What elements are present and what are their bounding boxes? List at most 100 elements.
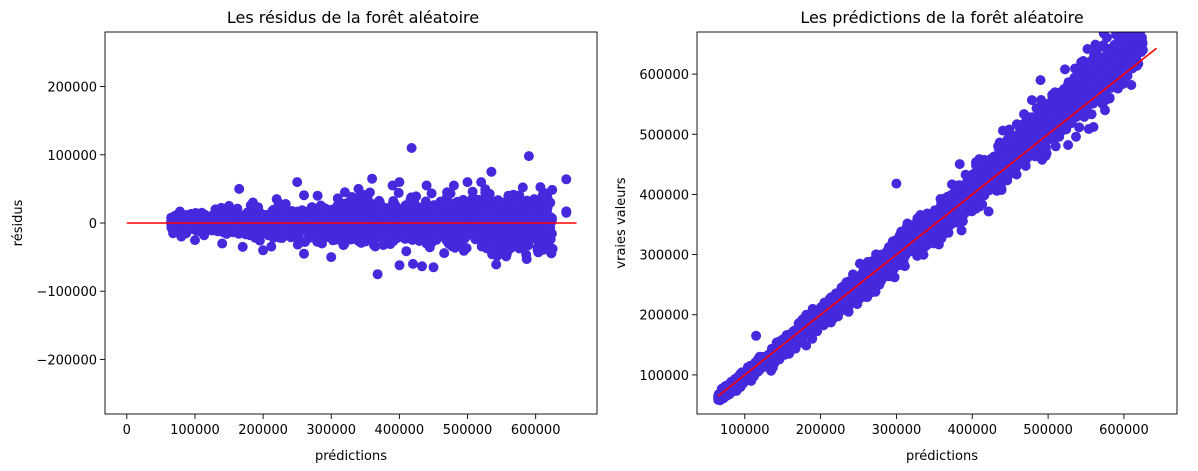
residuals-cloud-point [467,186,478,197]
residuals-cloud-point [417,234,428,245]
residuals-point [247,197,258,208]
residuals-title: Les résidus de la forêt aléatoire [227,8,479,27]
residuals-cloud-point [466,194,477,205]
residuals-cloud-point [217,213,228,224]
residuals-cloud-point [375,209,386,220]
residuals-cloud-point [254,234,265,245]
residuals-cloud-point [334,235,345,245]
residuals-point [196,207,207,218]
residuals-cloud-point [375,200,386,211]
residuals-point [483,224,493,235]
residuals-cloud-point [361,234,372,245]
residuals-point [408,258,418,269]
residuals-cloud-point [517,213,528,224]
residuals-cloud-point [394,260,405,271]
residuals-cloud-point [426,188,437,199]
predictions-plot-area [696,31,1178,415]
predictions-cloud-point [1088,122,1099,132]
residuals-cloud-point [413,221,424,232]
residuals-point [237,241,248,252]
residuals-cloud-point [332,200,343,211]
residuals-cloud-point [351,233,361,244]
residuals-cloud-point [505,226,516,237]
residuals-cloud-point [459,205,470,216]
residuals-point [367,173,378,184]
residuals-point [258,245,269,256]
residuals-cloud-point [320,207,331,218]
residuals-point [530,197,541,208]
residuals-cloud-point [266,215,277,226]
residuals-x-tick-label: 400000 [375,423,425,438]
residuals-point [326,252,337,263]
residuals-cloud-point [299,190,309,201]
predictions-cloud-point [854,258,865,269]
residuals-point [486,166,497,177]
predictions-cloud-point [901,223,912,234]
residuals-cloud-point [411,191,422,202]
residuals-cloud-point [429,231,440,242]
residuals-cloud-point [352,211,363,221]
residuals-point [312,190,323,201]
residuals-cloud-point [424,242,435,253]
residuals-x-tick-label: 600000 [511,423,561,438]
predictions-cloud-point [1101,32,1112,43]
residuals-cloud-point [521,249,532,260]
predictions-cloud-point [1082,44,1093,54]
predictions-cloud-point [1071,131,1081,142]
residuals-cloud-point [417,261,427,272]
residuals-cloud-point [538,239,549,250]
residuals-cloud-point [517,182,528,193]
residuals-cloud-point [480,195,491,206]
residuals-point [503,190,514,201]
residuals-point [176,231,187,242]
residuals-cloud-point [458,243,469,254]
residuals-cloud-point [537,232,548,243]
residuals-cloud-point [416,213,427,224]
predictions-cloud-point [1066,118,1077,128]
residuals-cloud-point [528,210,539,221]
predictions-cloud-point [1060,64,1070,75]
residuals-point [540,222,551,233]
predictions-cloud-point [1126,80,1137,90]
residuals-point [183,221,194,232]
residuals-point [234,183,245,194]
predictions-cloud-point [1086,109,1097,120]
residuals-point [372,269,383,280]
residuals-point [299,248,309,259]
residuals-point [406,143,417,153]
residuals-cloud-point [323,216,334,227]
residuals-plot-area [104,31,598,415]
residuals-cloud-point [386,224,397,235]
predictions-cloud-point [1021,111,1032,122]
residuals-point [339,187,350,198]
residuals-cloud-point [291,216,302,226]
residuals-point [203,224,214,235]
residuals-cloud-point [513,224,524,235]
residuals-point [210,204,221,215]
residuals-cloud-point [401,246,412,257]
residuals-point [292,177,303,188]
predictions-cloud-point [1026,95,1037,106]
residuals-cloud-point [528,226,539,237]
residuals-cloud-point [266,241,277,252]
residuals-point [186,211,197,222]
predictions-cloud-point [1036,98,1047,109]
residuals-cloud-point [399,211,410,221]
residuals-cloud-point [387,202,398,213]
residuals-x-tick-label: 200000 [238,423,288,438]
residuals-x-axis-label: prédictions [315,449,387,464]
residuals-cloud-point [539,209,550,220]
residuals-cloud-point [268,232,279,243]
residuals-cloud-point [417,203,427,214]
residuals-point [448,180,459,191]
residuals-x-tick-label: 500000 [443,423,493,438]
residuals-cloud-point [426,209,437,220]
residuals-cloud-point [409,214,419,225]
residuals-point [513,200,524,211]
predictions-cloud-point [983,206,994,217]
residuals-cloud-point [343,213,354,224]
residuals-cloud-point [380,231,391,242]
residuals-cloud-point [439,248,450,259]
residuals-cloud-point [408,198,419,209]
